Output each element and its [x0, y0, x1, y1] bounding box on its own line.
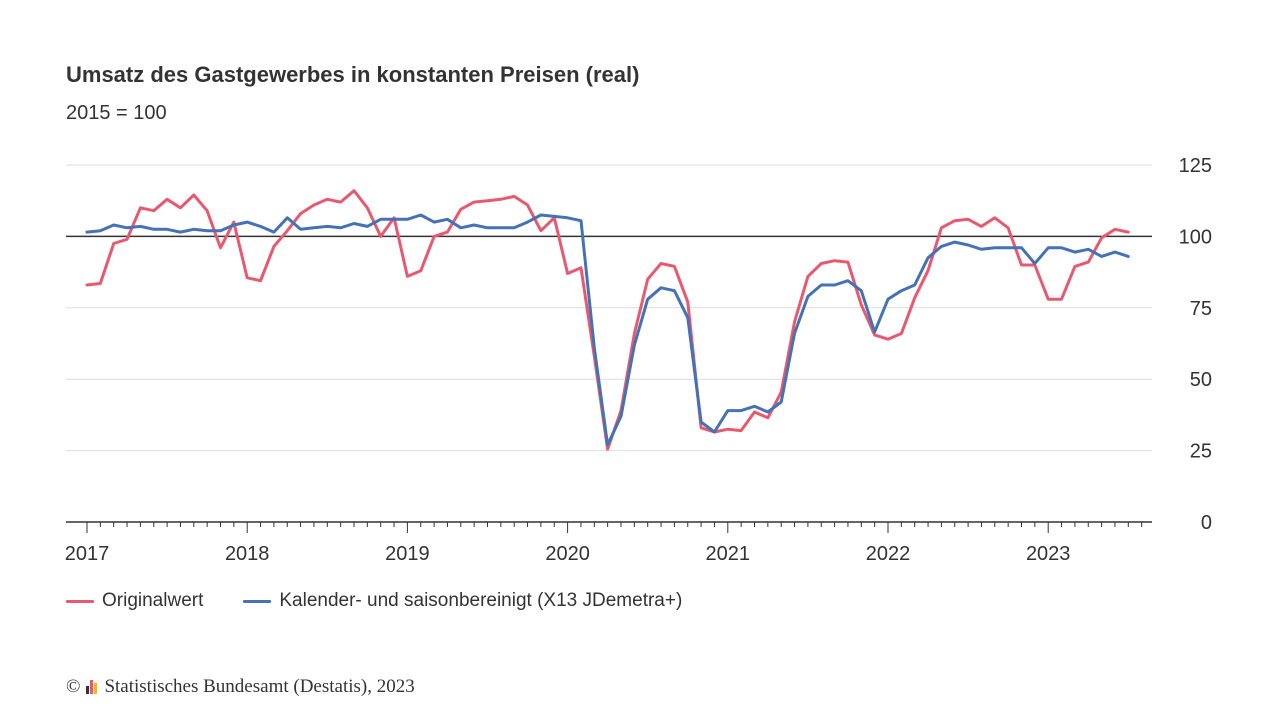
chart-subtitle: 2015 = 100 — [66, 102, 167, 124]
series-line-original — [85, 189, 1130, 451]
legend-swatch-adjusted — [243, 599, 272, 603]
series-line-adjusted — [85, 213, 1130, 447]
y-tick-label: 125 — [1179, 155, 1212, 177]
source-text: Statistisches Bundesamt (Destatis), 2023 — [104, 676, 415, 697]
x-tick-label: 2017 — [65, 543, 110, 565]
legend-label-original: Originalwert — [102, 590, 204, 611]
y-tick-label: 100 — [1179, 226, 1212, 248]
source-footer: © Statistisches Bundesamt (Destatis), 20… — [66, 676, 415, 698]
legend-item-original[interactable]: Originalwert — [66, 590, 203, 612]
x-tick-label: 2019 — [385, 543, 430, 565]
legend-swatch-original — [66, 599, 94, 603]
destatis-logo-icon — [86, 680, 98, 694]
x-tick-label: 2018 — [225, 543, 270, 565]
y-tick-label: 50 — [1190, 369, 1212, 391]
legend-item-adjusted[interactable]: Kalender- und saisonbereinigt (X13 JDeme… — [243, 590, 682, 612]
y-tick-label: 75 — [1190, 298, 1212, 320]
x-tick-label: 2020 — [545, 543, 590, 565]
x-tick-label: 2022 — [866, 543, 911, 565]
y-tick-label: 25 — [1190, 441, 1212, 463]
y-tick-label: 0 — [1201, 512, 1212, 534]
chart-title: Umsatz des Gastgewerbes in konstanten Pr… — [66, 62, 640, 87]
legend-label-adjusted: Kalender- und saisonbereinigt (X13 JDeme… — [279, 590, 683, 611]
chart-legend: Originalwert Kalender- und saisonbereini… — [66, 590, 722, 612]
x-tick-label: 2023 — [1026, 543, 1071, 565]
copyright-symbol: © — [66, 676, 81, 697]
x-tick-label: 2021 — [706, 543, 751, 565]
